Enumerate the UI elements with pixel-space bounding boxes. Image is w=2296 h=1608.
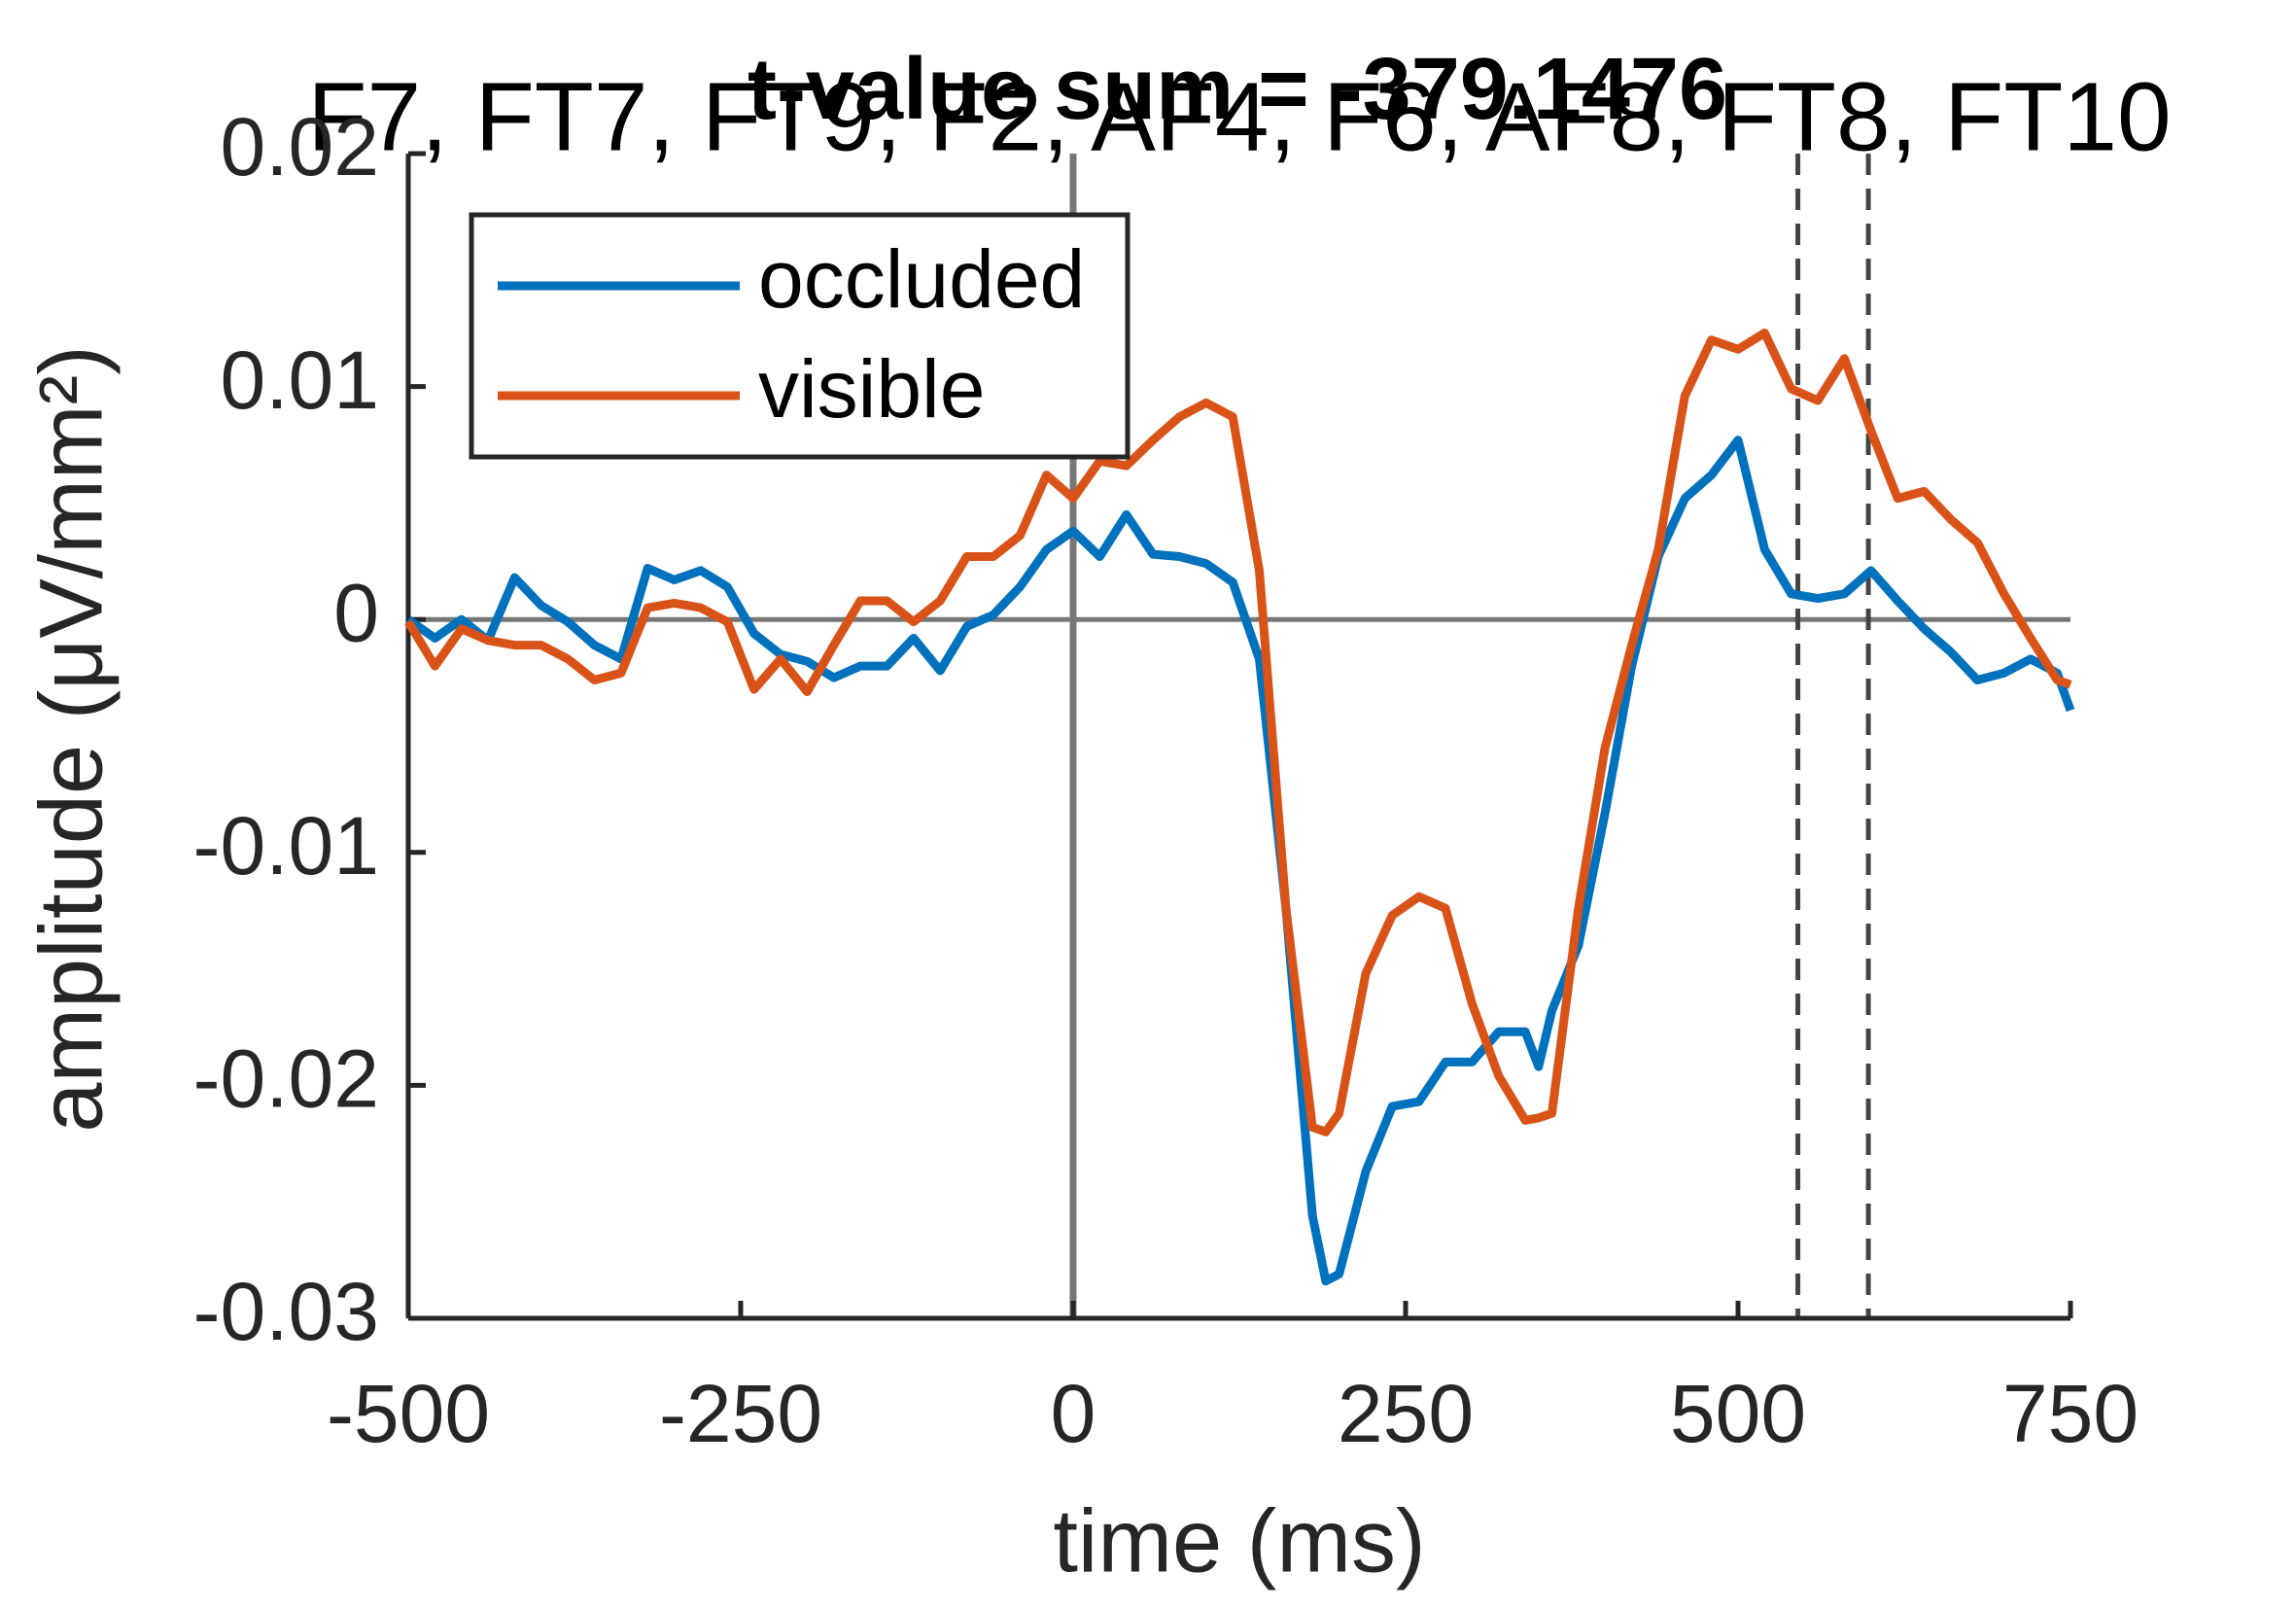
- y-tick-label: 0.01: [221, 334, 380, 426]
- x-tick-label: 750: [2002, 1368, 2139, 1459]
- legend-box: [469, 212, 1131, 460]
- chart-subtitle: t-value sum = -379.1476: [748, 41, 1727, 138]
- y-tick-label: 0.02: [221, 101, 380, 192]
- series-line: [404, 329, 2072, 1136]
- y-tick-label: -0.03: [193, 1266, 379, 1357]
- x-tick-label: 0: [1051, 1368, 1096, 1459]
- x-axis-label: time (ms): [1053, 1491, 1425, 1591]
- legend-label: visible: [758, 343, 985, 435]
- y-tick-label: -0.02: [193, 1033, 379, 1125]
- y-tick-label: -0.01: [193, 800, 379, 891]
- x-tick-label: -500: [327, 1368, 490, 1459]
- legend-label: occluded: [758, 233, 1085, 325]
- y-tick-label: 0: [333, 567, 379, 658]
- x-tick-label: 500: [1670, 1368, 1806, 1459]
- x-tick-label: -250: [659, 1368, 822, 1459]
- x-tick-label: 250: [1338, 1368, 1474, 1459]
- chart-title: F7, FT7, FT9, F2, AF4, F6, AF8, FT8, FT1…: [307, 62, 2171, 171]
- y-axis-label: amplitude (μV/mm²): [21, 345, 121, 1133]
